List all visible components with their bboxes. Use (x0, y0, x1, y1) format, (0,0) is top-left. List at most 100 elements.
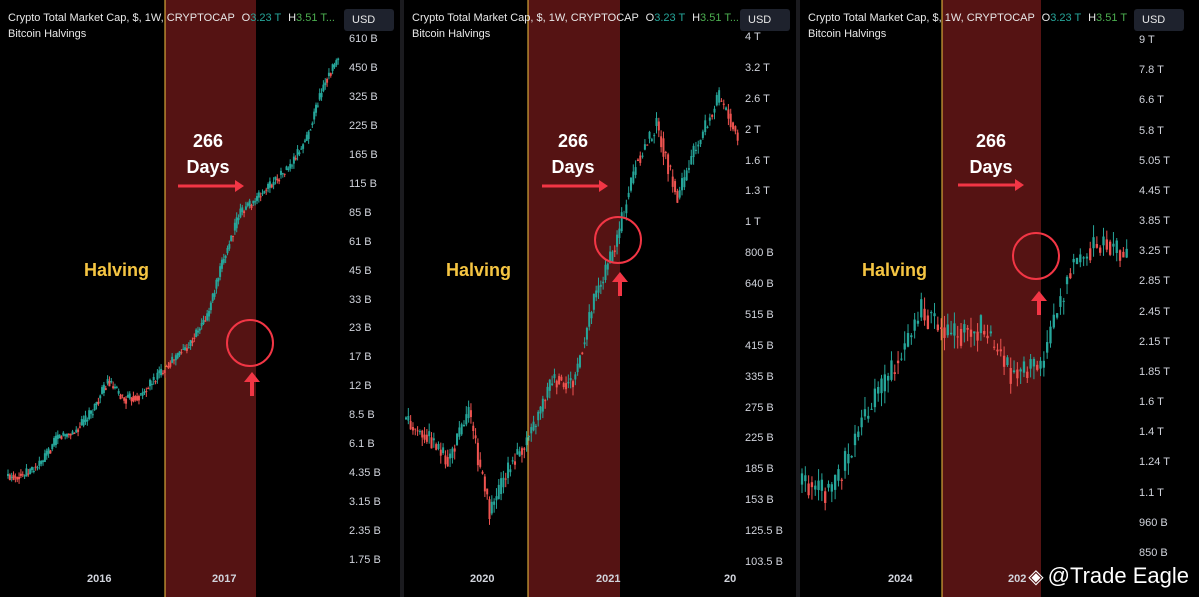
candle-body (847, 453, 850, 464)
candle-body (949, 332, 953, 335)
candle-body (883, 374, 886, 392)
chart-plot-1[interactable] (0, 0, 400, 597)
candle-body (916, 320, 920, 324)
candle-body (97, 401, 100, 404)
chart-plot-3[interactable] (800, 0, 1199, 597)
currency-button[interactable]: USD (344, 9, 394, 31)
header-h-label: H (288, 12, 297, 24)
indicator-label[interactable]: Bitcoin Halvings (8, 28, 87, 40)
y-tick-label: 12 B (349, 380, 372, 393)
y-tick-label: 415 B (745, 339, 774, 352)
candle-body (523, 448, 526, 450)
candle-body (671, 176, 674, 187)
candle-body (268, 181, 271, 188)
candle-body (827, 483, 830, 488)
candle-body (597, 285, 600, 293)
candle-body (29, 469, 32, 475)
candle-body (80, 418, 83, 426)
candle-body (458, 427, 461, 437)
chart-panel-3[interactable]: Crypto Total Market Cap, $, 1W, CRYPTOCA… (800, 0, 1199, 597)
candle-body (976, 331, 979, 341)
halving-period-band (165, 0, 256, 597)
candle-body (110, 380, 113, 383)
candle-body (289, 163, 292, 169)
y-tick-label: 125.5 B (745, 525, 783, 538)
candle-body (1049, 326, 1052, 344)
highlight-circle (1012, 232, 1060, 280)
candle-body (90, 410, 92, 414)
candle-body (303, 140, 306, 142)
candle-body (233, 222, 236, 231)
candle-body (525, 437, 528, 446)
candle-body (1102, 236, 1105, 246)
candle-body (252, 200, 255, 204)
candle-body (578, 355, 581, 368)
candle-body (810, 482, 814, 488)
chart-panel-2[interactable]: Crypto Total Market Cap, $, 1W, CRYPTOCA… (404, 0, 796, 597)
candle-body (1032, 358, 1036, 367)
candle-body (560, 376, 563, 381)
chart-panel-1[interactable]: Crypto Total Market Cap, $, 1W, CRYPTOCA… (0, 0, 400, 597)
candle-body (209, 302, 212, 311)
indicator-label[interactable]: Bitcoin Halvings (808, 28, 887, 40)
candle-body (476, 442, 479, 466)
up-arrow-icon (244, 372, 260, 382)
y-tick-label: 4 T (745, 31, 761, 43)
candle-body (655, 117, 658, 126)
candle-body (78, 426, 81, 428)
candle-body (488, 499, 491, 520)
candle-body (270, 184, 273, 188)
candle-body (685, 170, 688, 181)
candle-body (1095, 244, 1099, 248)
candle-body (1016, 369, 1019, 379)
candle-body (840, 479, 843, 481)
candle-body (890, 360, 893, 380)
candle-body (483, 476, 486, 492)
candle-body (518, 451, 521, 457)
candle-body (1089, 248, 1092, 261)
candle-body (106, 379, 109, 384)
y-tick-label: 640 B (745, 278, 774, 291)
candle-body (152, 377, 155, 381)
header-h-value: 3.51 T... (700, 12, 739, 24)
chart-header: Crypto Total Market Cap, $, 1W, CRYPTOCA… (412, 12, 739, 24)
y-tick-label: 1.6 T (745, 154, 770, 167)
candle-body (235, 217, 238, 229)
y-tick-label: 3.15 B (349, 496, 381, 509)
indicator-label[interactable]: Bitcoin Halvings (412, 28, 491, 40)
halving-label: Halving (84, 260, 150, 280)
candle-body (311, 123, 314, 125)
candle-body (220, 259, 223, 269)
y-tick-label: 9 T (1139, 34, 1155, 46)
candle-body (814, 485, 817, 490)
header-o-value: 3.23 T (1050, 12, 1082, 24)
candle-body (804, 475, 807, 482)
candle-body (548, 379, 551, 391)
candle-body (169, 362, 172, 367)
candle-body (95, 402, 98, 405)
candle-body (437, 443, 440, 449)
candle-body (53, 438, 56, 446)
candle-body (537, 411, 540, 421)
candle-body (886, 375, 890, 381)
right-arrow-icon (599, 180, 608, 192)
candle-body (616, 234, 619, 247)
candle-body (320, 92, 323, 98)
candle-body (414, 428, 417, 430)
candle-body (711, 114, 714, 117)
chart-plot-2[interactable] (404, 0, 796, 597)
candle-body (16, 476, 19, 480)
candle-body (966, 328, 969, 330)
candle-body (602, 281, 605, 284)
candle-body (315, 104, 318, 113)
candle-body (45, 450, 48, 456)
candle-body (64, 434, 67, 437)
candle-body (91, 414, 94, 416)
candle-body (171, 356, 174, 363)
currency-button[interactable]: USD (740, 9, 790, 31)
candle-body (108, 381, 111, 387)
y-tick-label: 960 B (1139, 516, 1168, 529)
currency-button[interactable]: USD (1134, 9, 1184, 31)
candle-body (1012, 370, 1016, 373)
candle-body (58, 434, 61, 439)
